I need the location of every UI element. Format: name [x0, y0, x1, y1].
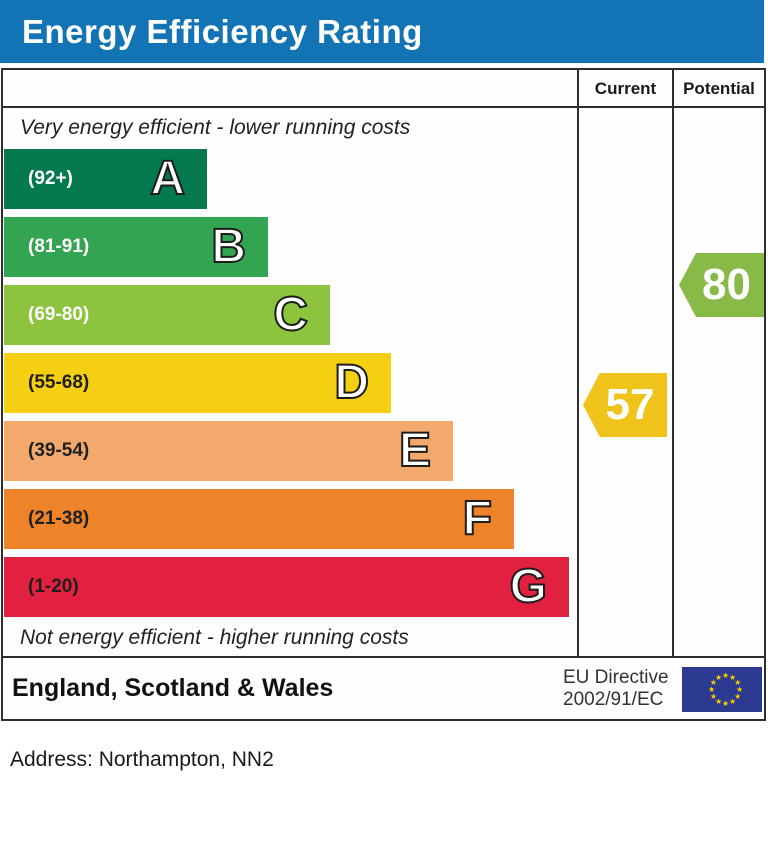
address-line: Address: Northampton, NN2	[10, 748, 274, 771]
potential-rating-value: 80	[702, 260, 751, 309]
band-letter: A	[149, 151, 186, 206]
eu-flag: ★ ★ ★ ★ ★ ★ ★ ★ ★ ★ ★ ★	[682, 667, 762, 712]
potential-column-line	[672, 70, 674, 658]
band-row-d: (55-68) D	[4, 353, 391, 413]
page-title: Energy Efficiency Rating	[22, 13, 423, 50]
band-range-label: (69-80)	[28, 304, 90, 325]
top-efficiency-note: Very energy efficient - lower running co…	[20, 116, 411, 139]
current-rating-value: 57	[605, 380, 655, 429]
band-letter: C	[272, 287, 309, 342]
band-row-a: (92+) A	[4, 149, 207, 209]
region-label: England, Scotland & Wales	[12, 674, 334, 702]
bottom-efficiency-note: Not energy efficient - higher running co…	[20, 626, 409, 649]
band-range-label: (1-20)	[28, 576, 79, 597]
band-letter: D	[333, 355, 370, 410]
potential-column-header: Potential	[683, 79, 755, 98]
band-range-label: (39-54)	[28, 440, 90, 461]
band-row-c: (69-80) C	[4, 285, 330, 345]
potential-rating-marker: 80	[679, 253, 764, 317]
epc-table: Current Potential Very energy efficient …	[1, 68, 766, 721]
band-row-f: (21-38) F	[4, 489, 514, 549]
band-range-label: (92+)	[28, 168, 73, 189]
header-divider-line	[3, 106, 764, 108]
current-column-header: Current	[594, 79, 657, 98]
eu-directive-label: EU Directive 2002/91/EC	[563, 667, 675, 711]
band-range-label: (21-38)	[28, 508, 90, 529]
band-letter: B	[210, 219, 247, 274]
eu-flag-stars: ★ ★ ★ ★ ★ ★ ★ ★ ★ ★ ★ ★	[708, 670, 744, 708]
band-letter: G	[509, 559, 548, 614]
chart-bottom-line	[3, 656, 764, 658]
current-rating-marker: 57	[583, 373, 667, 437]
band-range-label: (81-91)	[28, 236, 90, 257]
band-row-g: (1-20) G	[4, 557, 569, 617]
band-row-b: (81-91) B	[4, 217, 268, 277]
title-bar: Energy Efficiency Rating	[0, 0, 764, 63]
band-letter: E	[398, 423, 432, 478]
band-row-e: (39-54) E	[4, 421, 453, 481]
current-column-line	[577, 70, 579, 658]
eu-directive-line1: EU Directive	[563, 667, 669, 688]
band-letter: F	[462, 491, 493, 546]
eu-directive-line2: 2002/91/EC	[563, 689, 664, 710]
band-range-label: (55-68)	[28, 372, 90, 393]
